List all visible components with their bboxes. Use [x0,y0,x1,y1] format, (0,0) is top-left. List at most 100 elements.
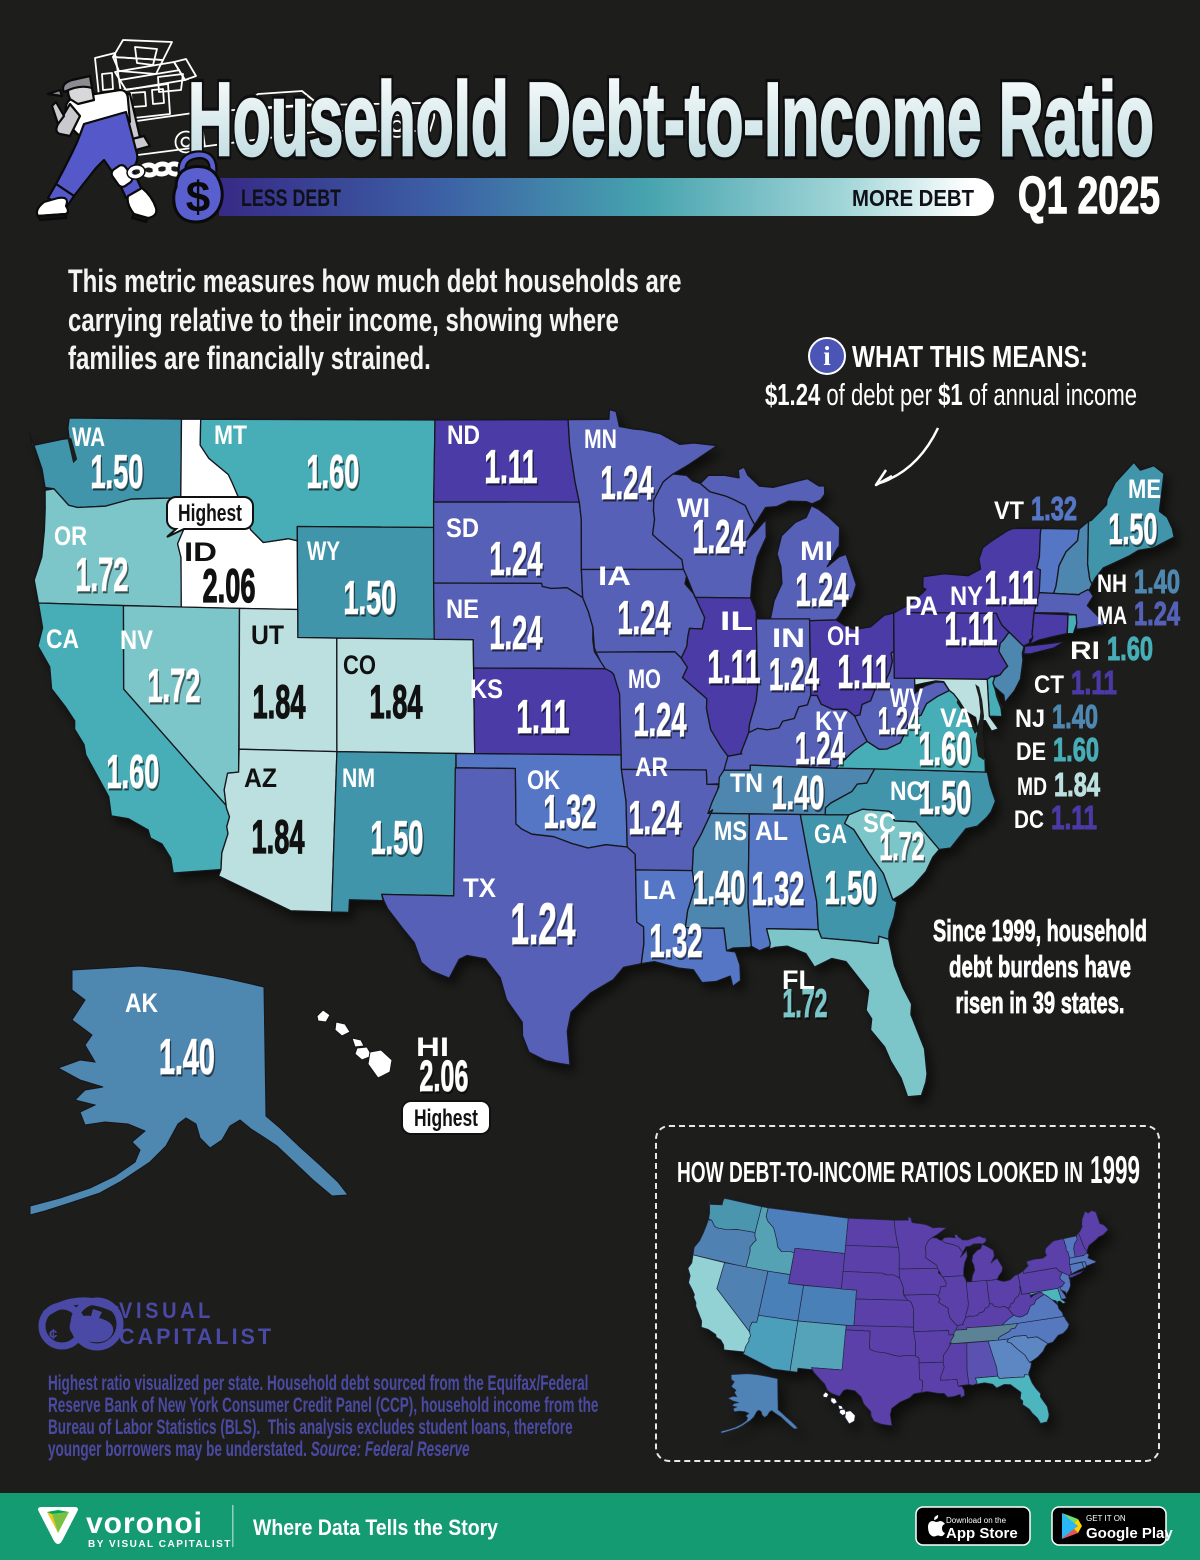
svg-text:MI: MI [800,536,833,566]
svg-text:Where Data Tells the Story: Where Data Tells the Story [253,1515,499,1540]
svg-text:WI: WI [677,493,710,523]
svg-text:Highest: Highest [178,500,242,527]
svg-text:NY: NY [950,581,983,611]
svg-text:1.72: 1.72 [880,825,925,869]
svg-text:AL: AL [755,816,788,846]
svg-text:debt burdens have: debt burdens have [949,950,1131,984]
svg-text:UT: UT [251,620,284,650]
svg-text:Google Play: Google Play [1086,1525,1173,1542]
svg-text:MN: MN [584,424,617,454]
svg-text:1.72: 1.72 [148,659,201,712]
svg-text:NM: NM [342,763,375,793]
svg-text:SD: SD [446,513,479,543]
svg-text:1.24: 1.24 [769,649,819,700]
svg-text:i: i [823,341,831,371]
svg-text:DC: DC [1014,806,1044,834]
svg-text:ND: ND [447,420,480,450]
svg-text:HI: HI [416,1032,449,1062]
svg-text:1.32: 1.32 [752,862,805,915]
svg-text:CAPITALIST: CAPITALIST [119,1324,274,1349]
svg-text:1.40: 1.40 [159,1029,215,1085]
svg-text:LA: LA [643,875,676,905]
svg-text:risen in 39 states.: risen in 39 states. [956,986,1125,1020]
svg-text:Since 1999, household: Since 1999, household [933,914,1147,948]
svg-text:1.24: 1.24 [1134,595,1180,632]
svg-text:ID: ID [184,537,217,567]
svg-text:1.11: 1.11 [985,561,1038,614]
svg-text:OK: OK [527,765,560,795]
svg-text:1.84: 1.84 [253,675,306,728]
svg-text:OH: OH [827,621,860,651]
svg-text:1.11: 1.11 [517,690,570,743]
svg-text:1.60: 1.60 [1053,731,1099,768]
svg-text:1.72: 1.72 [76,548,129,601]
svg-text:MORE DEBT: MORE DEBT [852,185,974,211]
svg-text:Household Debt-to-Income Ratio: Household Debt-to-Income Ratio [188,62,1154,178]
svg-text:1.84: 1.84 [252,810,305,863]
svg-text:MD: MD [1017,773,1047,801]
svg-text:KY: KY [815,706,848,736]
svg-text:1.24: 1.24 [629,791,682,844]
svg-text:LESS DEBT: LESS DEBT [241,185,341,212]
svg-text:TN: TN [730,768,763,798]
svg-text:voronoi: voronoi [86,1507,203,1540]
svg-text:1.11: 1.11 [838,645,891,698]
svg-text:NH: NH [1097,570,1127,598]
svg-text:1.72: 1.72 [783,982,828,1026]
svg-text:1.11: 1.11 [708,640,761,693]
svg-text:1.24: 1.24 [693,510,746,563]
svg-text:1.32: 1.32 [544,785,597,838]
svg-text:RI: RI [1070,637,1100,665]
svg-text:1.24: 1.24 [634,693,687,746]
svg-text:1.50: 1.50 [344,571,397,624]
svg-text:1.32: 1.32 [650,914,703,967]
svg-text:MA: MA [1097,602,1127,630]
svg-text:NC: NC [890,776,923,806]
svg-text:MS: MS [714,816,747,846]
svg-text:1.11: 1.11 [945,602,998,655]
svg-text:BY VISUAL CAPITALIST: BY VISUAL CAPITALIST [88,1539,232,1550]
svg-text:1.32: 1.32 [1031,490,1077,527]
svg-text:HOW DEBT-TO-INCOME RATIOS LOOK: HOW DEBT-TO-INCOME RATIOS LOOKED IN [677,1157,1083,1189]
svg-text:1.11: 1.11 [485,440,538,493]
svg-text:NV: NV [120,625,153,655]
svg-text:1.60: 1.60 [107,745,160,798]
svg-text:TX: TX [463,873,496,903]
svg-text:1.40: 1.40 [693,861,746,914]
svg-text:1.24: 1.24 [511,892,576,957]
svg-text:1.50: 1.50 [1109,505,1158,554]
svg-text:1.84: 1.84 [1054,766,1100,803]
svg-text:$1.24 of debt per $1 of annual: $1.24 of debt per $1 of annual income [765,377,1137,412]
svg-text:1.50: 1.50 [825,861,878,914]
svg-text:1.40: 1.40 [1134,563,1180,600]
svg-text:Q1 2025: Q1 2025 [1018,167,1160,225]
svg-text:CA: CA [46,624,79,654]
svg-text:VT: VT [994,497,1024,525]
svg-text:IL: IL [720,606,753,636]
svg-text:Highest: Highest [414,1105,478,1132]
svg-text:IN: IN [772,623,805,653]
svg-text:1.60: 1.60 [1107,630,1153,667]
svg-text:VA: VA [940,703,973,733]
svg-text:1.24: 1.24 [601,456,654,509]
svg-text:NE: NE [446,594,479,624]
svg-text:1.50: 1.50 [91,445,144,498]
svg-text:IA: IA [598,561,631,591]
svg-text:KS: KS [470,674,503,704]
svg-text:1.40: 1.40 [772,766,825,819]
svg-text:WHAT THIS MEANS:: WHAT THIS MEANS: [852,339,1088,374]
svg-text:1.60: 1.60 [307,445,360,498]
svg-text:CT: CT [1034,671,1064,699]
svg-text:NJ: NJ [1015,705,1045,733]
svg-text:Download on the: Download on the [946,1516,1007,1525]
svg-text:¢: ¢ [49,1326,57,1343]
svg-text:App Store: App Store [946,1525,1018,1542]
svg-text:1.40: 1.40 [1052,698,1098,735]
svg-text:VISUAL: VISUAL [119,1298,214,1323]
svg-text:$: $ [186,173,210,222]
svg-text:1.50: 1.50 [919,771,972,824]
svg-text:GET IT ON: GET IT ON [1086,1514,1126,1523]
svg-text:OR: OR [54,521,87,551]
svg-text:1.50: 1.50 [371,811,424,864]
svg-text:1.24: 1.24 [490,606,543,659]
